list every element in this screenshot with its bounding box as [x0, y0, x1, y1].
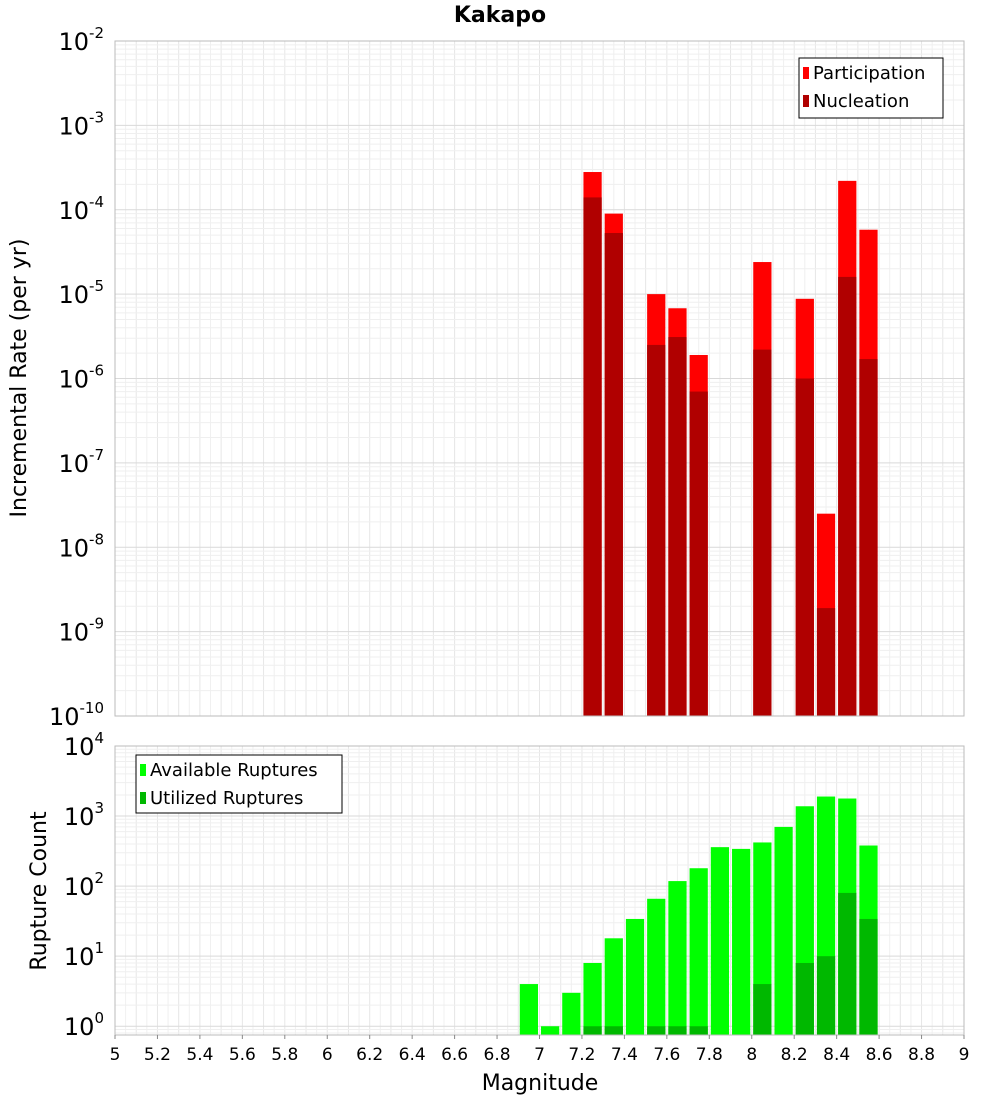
- top-legend: Participation Nucleation: [798, 57, 944, 119]
- legend-nucleation-swatch: [803, 95, 809, 107]
- bottom-bar-available-ruptures: [647, 898, 666, 1035]
- bottom-bar-utilized-ruptures: [668, 1026, 687, 1035]
- x-tick-label: 5.2: [144, 1045, 171, 1065]
- top-bar-nucleation: [668, 337, 687, 716]
- bottom-y-tick-label: 103: [64, 799, 104, 831]
- bottom-y-ticks: 100 101 102 103 104: [64, 729, 104, 1041]
- x-ticks: 5 5.2 5.4 5.6 5.8 6 6.2 6.4 6.6 6.8 7 7.2 7.4 7.6 7.8 8…: [110, 1035, 970, 1065]
- top-bar-nucleation: [604, 233, 623, 716]
- bottom-legend: Available Ruptures Utilized Ruptures: [135, 754, 343, 814]
- top-gridlines: [114, 41, 965, 717]
- x-tick-label: 6.6: [441, 1045, 468, 1065]
- legend-nucleation-label: Nucleation: [813, 91, 909, 112]
- x-tick-label: 7: [534, 1045, 545, 1065]
- bottom-bar-utilized-ruptures: [816, 956, 836, 1035]
- x-tick-label: 8.6: [866, 1045, 893, 1065]
- x-axis-title: Magnitude: [482, 1071, 599, 1096]
- x-tick-label: 8.8: [908, 1045, 935, 1065]
- bottom-panel: 100 101 102 103 104 5 5.2 5.4 5.6 5.8 6 6.2 6.4 6.6 6…: [27, 729, 969, 1096]
- x-tick-label: 9: [959, 1045, 970, 1065]
- bottom-bar-utilized-ruptures: [838, 892, 857, 1035]
- legend-utilized-swatch: [140, 792, 146, 804]
- x-tick-label: 7.2: [568, 1045, 595, 1065]
- x-tick-label: 5.6: [229, 1045, 256, 1065]
- legend-available-swatch: [140, 764, 146, 776]
- legend-participation-swatch: [803, 67, 809, 79]
- top-bar-nucleation: [838, 276, 857, 716]
- top-y-tick-label: 10-6: [58, 362, 104, 394]
- top-bar-nucleation: [859, 359, 878, 716]
- bottom-bar-utilized-ruptures: [604, 1026, 623, 1035]
- bottom-legend-box: [135, 754, 343, 814]
- legend-utilized-label: Utilized Ruptures: [150, 788, 303, 809]
- top-y-ticks: 10-10 10-9 10-8 10-7 10-6 10-5 10-4 10-3 10-2: [49, 24, 104, 731]
- top-y-tick-label: 10-9: [58, 615, 104, 647]
- bottom-bar-available-ruptures: [774, 826, 793, 1035]
- bottom-y-axis-title: Rupture Count: [27, 811, 52, 971]
- top-y-tick-label: 10-2: [58, 24, 104, 56]
- top-y-tick-label: 10-8: [58, 530, 104, 562]
- bottom-bar-available-ruptures: [519, 984, 538, 1035]
- bottom-bar-available-ruptures: [625, 918, 645, 1035]
- top-y-tick-label: 10-10: [49, 699, 104, 731]
- x-tick-label: 8.4: [823, 1045, 850, 1065]
- bottom-bar-available-ruptures: [562, 992, 581, 1035]
- top-y-tick-label: 10-4: [58, 193, 104, 225]
- top-bar-nucleation: [753, 349, 772, 716]
- bottom-bars: [519, 796, 878, 1035]
- x-tick-label: 6: [322, 1045, 333, 1065]
- x-tick-label: 7.6: [653, 1045, 680, 1065]
- x-tick-label: 7.4: [611, 1045, 638, 1065]
- x-tick-label: 8: [746, 1045, 757, 1065]
- bottom-bar-utilized-ruptures: [583, 1026, 602, 1035]
- x-tick-label: 8.2: [781, 1045, 808, 1065]
- top-bar-nucleation: [583, 197, 602, 717]
- top-panel: 10-10 10-9 10-8 10-7 10-6 10-5 10-4 10-3 10-2 In…: [7, 24, 965, 731]
- top-bar-nucleation: [816, 608, 836, 716]
- bottom-bar-utilized-ruptures: [795, 962, 814, 1035]
- top-y-tick-label: 10-7: [58, 446, 104, 478]
- top-y-tick-label: 10-5: [58, 277, 104, 309]
- bottom-y-tick-label: 101: [64, 939, 104, 971]
- top-bars: [583, 172, 878, 717]
- bottom-bar-available-ruptures: [668, 881, 687, 1035]
- x-tick-label: 6.2: [356, 1045, 383, 1065]
- x-tick-label: 5.4: [186, 1045, 213, 1065]
- bottom-bar-available-ruptures: [583, 962, 602, 1035]
- bottom-bar-available-ruptures: [732, 848, 751, 1035]
- bottom-bar-utilized-ruptures: [753, 984, 772, 1035]
- chart-title: Kakapo: [454, 3, 546, 28]
- x-tick-label: 5: [110, 1045, 121, 1065]
- top-bar-nucleation: [689, 391, 708, 716]
- bottom-bar-utilized-ruptures: [647, 1026, 666, 1035]
- bottom-y-tick-label: 100: [64, 1009, 104, 1041]
- bottom-bar-available-ruptures: [710, 847, 730, 1035]
- x-tick-label: 7.8: [696, 1045, 723, 1065]
- top-plot-border: [114, 40, 965, 717]
- legend-participation-label: Participation: [813, 63, 925, 84]
- bottom-bar-utilized-ruptures: [689, 1026, 708, 1035]
- bottom-bar-utilized-ruptures: [859, 918, 878, 1035]
- x-tick-label: 6.8: [484, 1045, 511, 1065]
- legend-available-label: Available Ruptures: [150, 760, 318, 781]
- top-legend-box: [798, 57, 944, 119]
- bottom-bar-available-ruptures: [689, 868, 708, 1035]
- top-y-axis-title: Incremental Rate (per yr): [7, 239, 32, 518]
- bottom-bar-available-ruptures: [604, 938, 623, 1035]
- bottom-y-tick-label: 102: [64, 869, 104, 901]
- x-tick-label: 5.8: [271, 1045, 298, 1065]
- top-bar-nucleation: [647, 344, 666, 716]
- bottom-y-tick-label: 104: [64, 729, 104, 761]
- bottom-bar-available-ruptures: [541, 1026, 560, 1035]
- top-bar-nucleation: [795, 378, 814, 716]
- x-tick-label: 6.4: [399, 1045, 426, 1065]
- top-y-tick-label: 10-3: [58, 108, 104, 140]
